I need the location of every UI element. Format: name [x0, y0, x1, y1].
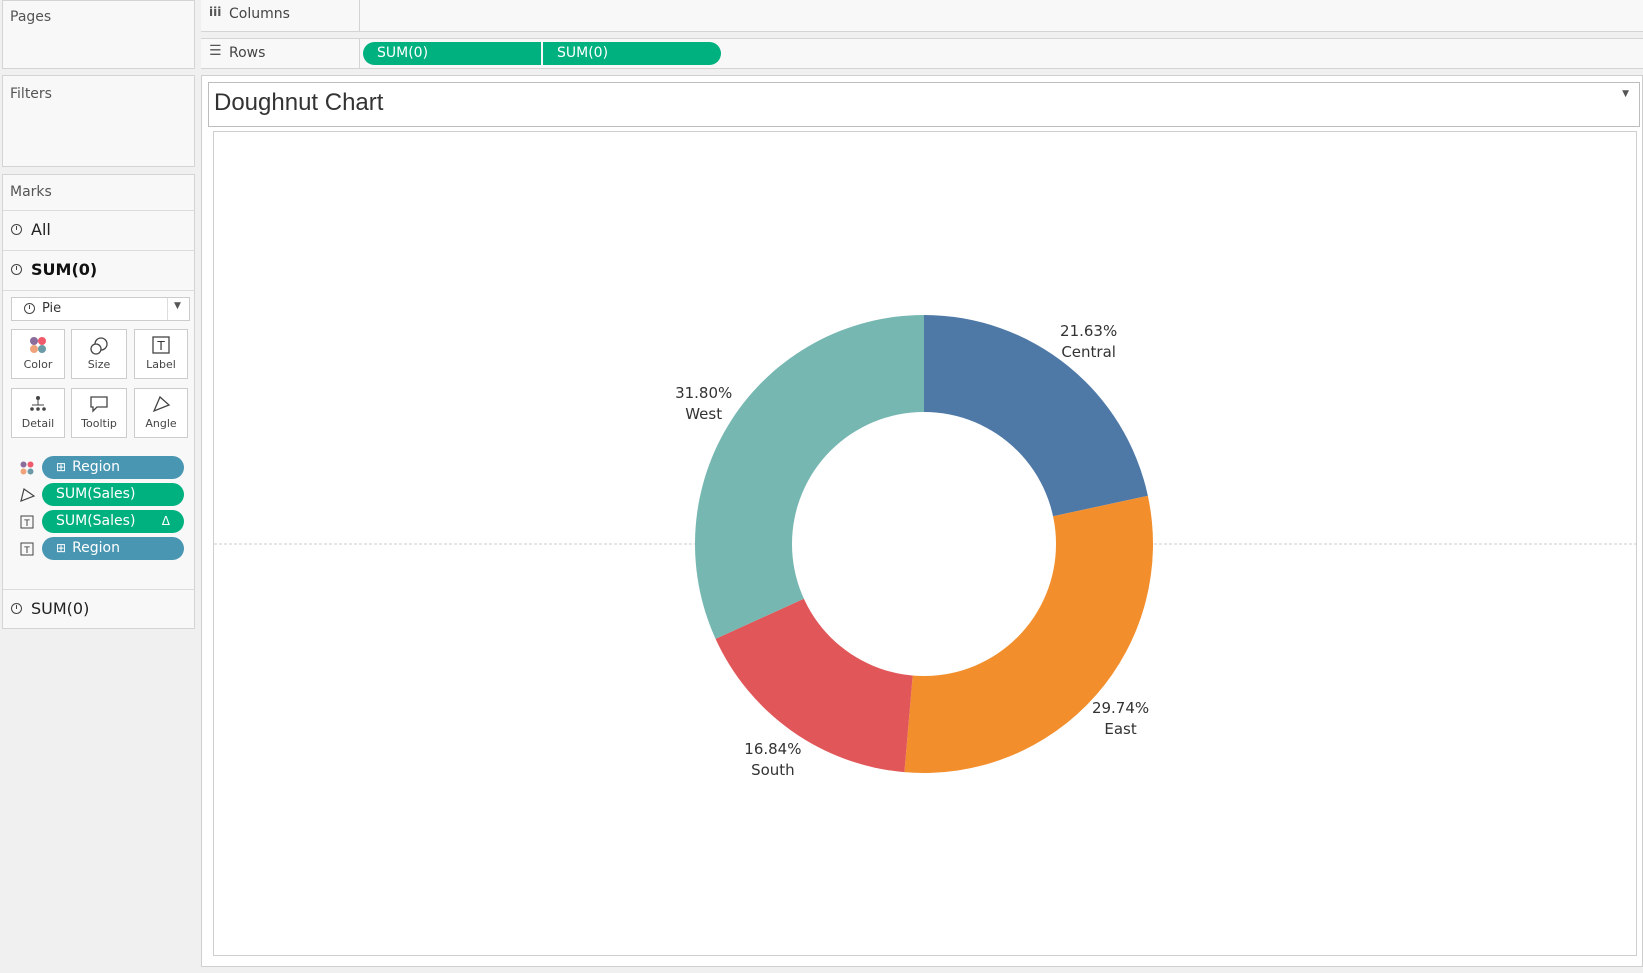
- svg-text:T: T: [23, 546, 30, 556]
- slice-category: East: [1104, 720, 1136, 738]
- field-color-icon: [20, 461, 34, 479]
- label-icon: T: [135, 330, 187, 358]
- svg-text:T: T: [23, 519, 30, 529]
- view-title: Doughnut Chart: [214, 89, 384, 116]
- mark-type-label: Pie: [42, 301, 62, 316]
- chevron-down-icon: ▼: [174, 301, 181, 311]
- angle-card[interactable]: Angle: [134, 388, 188, 438]
- pie-icon: [11, 224, 22, 235]
- pie-icon: [24, 303, 35, 314]
- field-pill-region-color[interactable]: ⊞ Region: [42, 456, 184, 479]
- view-title-box[interactable]: Doughnut Chart ▼: [208, 82, 1640, 127]
- marks-active-label: SUM(0): [31, 260, 98, 279]
- shelf-divider: [359, 39, 360, 68]
- color-card-label: Color: [23, 358, 53, 371]
- table-calc-icon: Δ: [161, 514, 170, 528]
- label-card-label: Label: [146, 358, 176, 371]
- field-pill-region-label[interactable]: ⊞ Region: [42, 537, 184, 560]
- rows-label: Rows: [229, 45, 266, 61]
- color-icon: [12, 330, 64, 358]
- field-angle-icon: [20, 488, 36, 506]
- filters-title: Filters: [10, 86, 52, 102]
- slice-label-west: 31.80% West: [675, 384, 732, 423]
- pill-label: SUM(0): [377, 45, 429, 61]
- marks-sum0-second[interactable]: SUM(0): [3, 589, 194, 629]
- slice-label-east: 29.74% East: [1092, 699, 1149, 738]
- slice-category: South: [751, 761, 795, 779]
- doughnut-chart: 21.63% Central 29.74% East 16.84% South 31.80%…: [214, 315, 1638, 779]
- columns-shelf[interactable]: iii Columns: [201, 0, 1643, 32]
- tooltip-icon: [72, 389, 126, 417]
- divider: [3, 290, 194, 291]
- angle-icon: [135, 389, 187, 417]
- slice-label-central: 21.63% Central: [1060, 322, 1117, 361]
- angle-card-label: Angle: [145, 417, 177, 430]
- detail-icon: [12, 389, 64, 417]
- tooltip-card-label: Tooltip: [81, 417, 117, 430]
- marks-sum0-active[interactable]: SUM(0): [3, 250, 194, 290]
- marks-second-label: SUM(0): [31, 599, 90, 618]
- marks-all[interactable]: All: [3, 210, 194, 250]
- dropdown-divider: [167, 298, 168, 320]
- pages-title: Pages: [10, 9, 52, 25]
- field-pill-sales-angle[interactable]: SUM(Sales): [42, 483, 184, 506]
- detail-card[interactable]: Detail: [11, 388, 65, 438]
- shelf-divider: [359, 0, 360, 31]
- rows-pill-sum0-1[interactable]: SUM(0): [363, 42, 541, 65]
- marks-all-label: All: [31, 220, 51, 239]
- mark-type-dropdown[interactable]: Pie ▼: [11, 297, 190, 321]
- title-menu-icon[interactable]: ▼: [1622, 89, 1629, 99]
- slice-percent: 31.80%: [675, 384, 732, 402]
- rows-pill-sum0-2[interactable]: SUM(0): [543, 42, 721, 65]
- expand-icon: ⊞: [56, 460, 67, 474]
- rows-shelf[interactable]: ☰ Rows SUM(0) SUM(0): [201, 38, 1643, 69]
- size-icon: [72, 330, 126, 358]
- slice-percent: 29.74%: [1092, 699, 1149, 717]
- rows-icon: ☰: [209, 43, 222, 59]
- field-label-icon: T: [20, 515, 34, 533]
- marks-panel: Marks All SUM(0) Pie ▼ Color Size T Labe…: [2, 174, 195, 629]
- color-card[interactable]: Color: [11, 329, 65, 379]
- field-pill-sales-label[interactable]: SUM(Sales) Δ: [42, 510, 184, 533]
- field-label: SUM(Sales): [56, 486, 136, 502]
- detail-card-label: Detail: [21, 417, 55, 430]
- filters-panel[interactable]: Filters: [2, 75, 195, 167]
- svg-text:T: T: [156, 339, 165, 353]
- field-label: Region: [72, 540, 120, 556]
- field-label: SUM(Sales): [56, 513, 136, 529]
- pie-icon: [11, 603, 22, 614]
- label-card[interactable]: T Label: [134, 329, 188, 379]
- field-label-icon: T: [20, 542, 34, 560]
- columns-icon: iii: [209, 5, 222, 19]
- pill-label: SUM(0): [557, 45, 609, 61]
- slice-percent: 16.84%: [744, 740, 801, 758]
- chart-frame: 21.63% Central 29.74% East 16.84% South 31.80%…: [213, 131, 1638, 956]
- tooltip-card[interactable]: Tooltip: [71, 388, 127, 438]
- slice-label-south: 16.84% South: [744, 740, 801, 779]
- pie-icon: [11, 264, 22, 275]
- donut-hole: [792, 412, 1056, 676]
- size-card-label: Size: [87, 358, 111, 371]
- slice-percent: 21.63%: [1060, 322, 1117, 340]
- slice-category: West: [685, 405, 722, 423]
- slice-category: Central: [1061, 343, 1116, 361]
- columns-label: Columns: [229, 6, 290, 22]
- expand-icon: ⊞: [56, 541, 67, 555]
- size-card[interactable]: Size: [71, 329, 127, 379]
- field-label: Region: [72, 459, 120, 475]
- pages-panel[interactable]: Pages: [2, 0, 195, 69]
- marks-title: Marks: [10, 184, 52, 200]
